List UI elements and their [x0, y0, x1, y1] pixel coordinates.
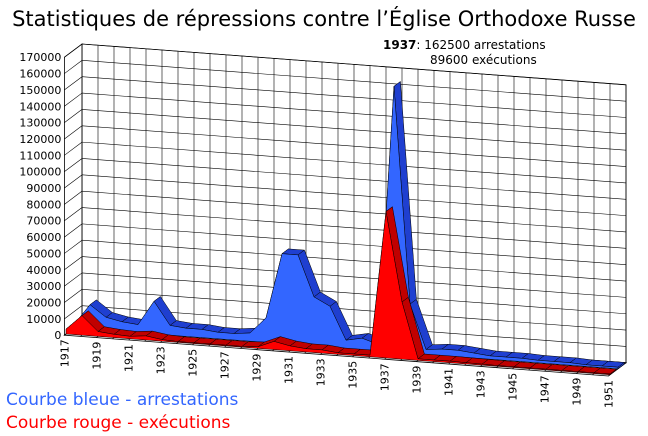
- area: [73, 86, 619, 370]
- x-tick-label: 1935: [346, 361, 359, 389]
- y-tick-label: 120000: [19, 133, 61, 146]
- grid-line: [64, 174, 83, 189]
- grid-line: [64, 158, 83, 172]
- grid-line: [64, 223, 83, 238]
- x-tick-label: 1949: [570, 378, 583, 406]
- chart-title: Statistiques de répressions contre l’Égl…: [12, 6, 636, 31]
- grid-line: [64, 289, 83, 303]
- grid-line: [64, 109, 83, 123]
- annotation: 1937: 162500 arrestations: [383, 38, 546, 52]
- grid-line: [64, 43, 83, 58]
- grid-line: [64, 190, 83, 205]
- y-tick-label: 110000: [19, 149, 61, 162]
- annotation-year: 1937: [383, 38, 416, 52]
- x-tick-label: 1923: [154, 346, 167, 374]
- x-tick-label: 1945: [506, 373, 519, 401]
- grid-line: [64, 239, 83, 254]
- x-tick-label: 1939: [410, 366, 423, 394]
- y-tick-label: 100000: [19, 166, 61, 179]
- x-tick-label: 1943: [474, 370, 487, 398]
- y-tick-label: 20000: [26, 296, 61, 309]
- grid-line: [64, 92, 83, 107]
- y-tick-label: 60000: [26, 231, 61, 244]
- plot: 0 10000 20000 30000 40000 50000 60000 70000 8000…: [19, 43, 628, 408]
- y-tick-label: 10000: [26, 313, 61, 326]
- x-tick-label: 1933: [314, 358, 327, 386]
- x-tick-label: 1921: [122, 344, 135, 372]
- y-tick-label: 70000: [26, 215, 61, 228]
- y-tick-label: 150000: [19, 84, 61, 97]
- y-tick-label: 40000: [26, 264, 61, 277]
- grid-line: [64, 141, 83, 156]
- y-tick-label: 50000: [26, 247, 61, 260]
- y-tick-label: 0: [54, 329, 61, 342]
- y-tick-label: 30000: [26, 280, 61, 293]
- x-tick-label: 1927: [218, 351, 231, 379]
- grid-line: [64, 207, 83, 221]
- area: [65, 211, 611, 376]
- y-tick-label: 160000: [19, 68, 61, 81]
- x-tick-label: 1941: [442, 368, 455, 396]
- grid-line: [64, 305, 83, 320]
- x-tick-label: 1951: [602, 380, 615, 408]
- annotation-line: 89600 exécutions: [430, 53, 537, 67]
- x-tick-label: 1925: [186, 349, 199, 377]
- y-tick-label: 90000: [26, 182, 61, 195]
- x-tick-label: 1917: [58, 339, 71, 367]
- x-tick-label: 1919: [90, 342, 103, 370]
- y-tick-label: 170000: [19, 51, 61, 64]
- grid-line: [64, 256, 83, 271]
- grid-line: [64, 125, 83, 140]
- annotation-line: : 162500 arrestations: [416, 38, 545, 52]
- y-tick-label: 140000: [19, 100, 61, 113]
- grid-line: [64, 272, 83, 287]
- x-tick-label: 1931: [282, 356, 295, 384]
- grid-line: [64, 60, 83, 74]
- x-tick-label: 1929: [250, 354, 263, 382]
- grid-line: [64, 76, 83, 91]
- legend-entry: Courbe rouge - exécutions: [6, 413, 231, 433]
- y-tick-label: 130000: [19, 117, 61, 130]
- legend-entry: Courbe bleue - arrestations: [6, 390, 239, 410]
- x-tick-label: 1947: [538, 375, 551, 403]
- x-tick-label: 1937: [378, 363, 391, 391]
- y-tick-label: 80000: [26, 198, 61, 211]
